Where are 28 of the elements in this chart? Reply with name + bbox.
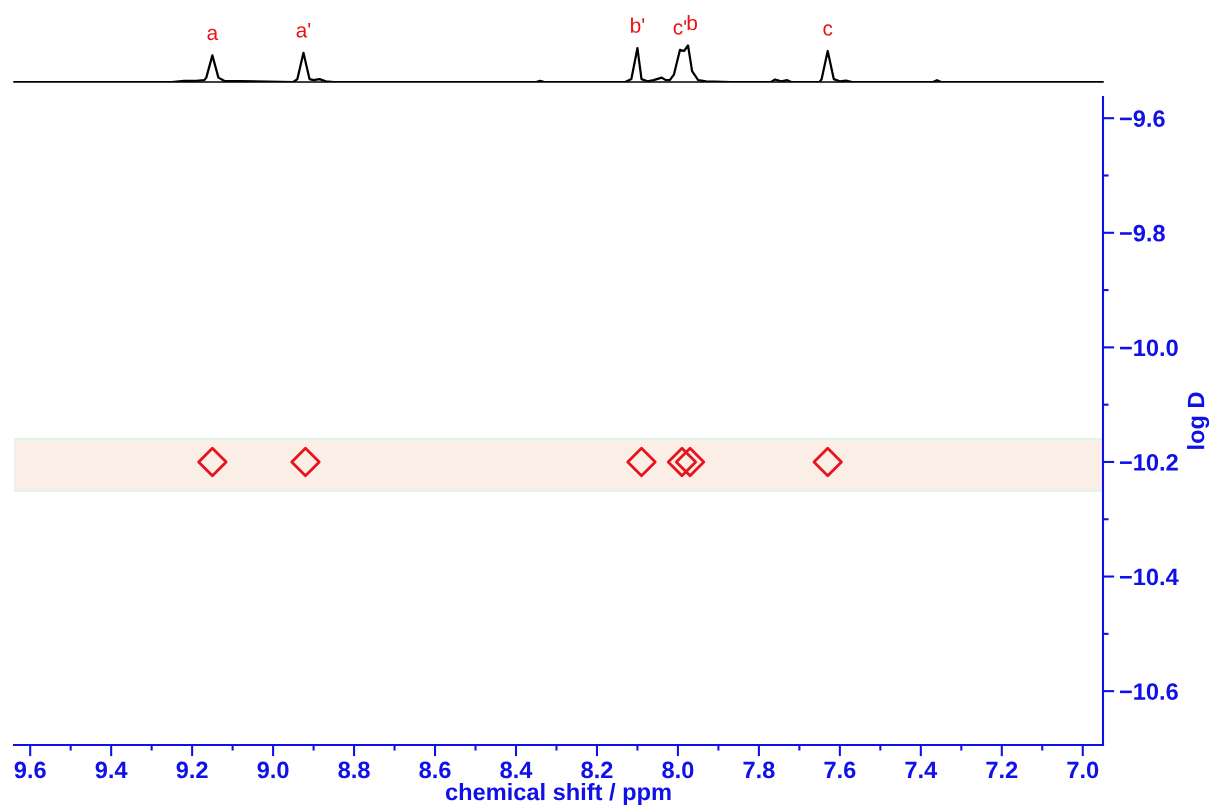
y-tick-label: −10.0 xyxy=(1119,339,1178,357)
y-tick-label: −10.6 xyxy=(1119,683,1178,700)
x-tick-label: 7.6 xyxy=(824,761,856,779)
x-tick-label: 8.8 xyxy=(338,761,370,779)
annotation: b xyxy=(687,15,698,31)
x-tick-label: 9.2 xyxy=(176,761,208,779)
x-tick-label: 8.4 xyxy=(500,761,533,779)
y-tick-label: −9.6 xyxy=(1119,110,1165,127)
annotation: b' xyxy=(631,17,645,33)
x-tick-label: 7.4 xyxy=(905,761,938,779)
x-tick-label: 8.6 xyxy=(419,761,451,779)
x-tick-label: 9.4 xyxy=(95,761,128,779)
x-tick-label: 7.2 xyxy=(986,761,1018,779)
x-tick-label: 9.0 xyxy=(257,761,289,779)
y-tick-label: −9.8 xyxy=(1119,224,1165,242)
x-tick-label: 7.8 xyxy=(743,761,775,779)
x-tick-label: 9.6 xyxy=(14,761,46,779)
annotation: a xyxy=(207,28,219,41)
y-tick-label: −10.4 xyxy=(1119,568,1179,586)
annotation: c' xyxy=(673,20,687,35)
x-tick-label: 7.0 xyxy=(1067,761,1099,779)
annotation: c xyxy=(823,24,833,36)
annotation: a' xyxy=(296,23,311,38)
y-axis-title: log D xyxy=(1187,392,1210,449)
x-tick-label: 8.0 xyxy=(662,761,694,779)
y-tick-label: −10.2 xyxy=(1119,454,1178,471)
x-tick-label: 8.2 xyxy=(581,761,613,779)
x-axis-title: chemical shift / ppm xyxy=(445,782,671,805)
